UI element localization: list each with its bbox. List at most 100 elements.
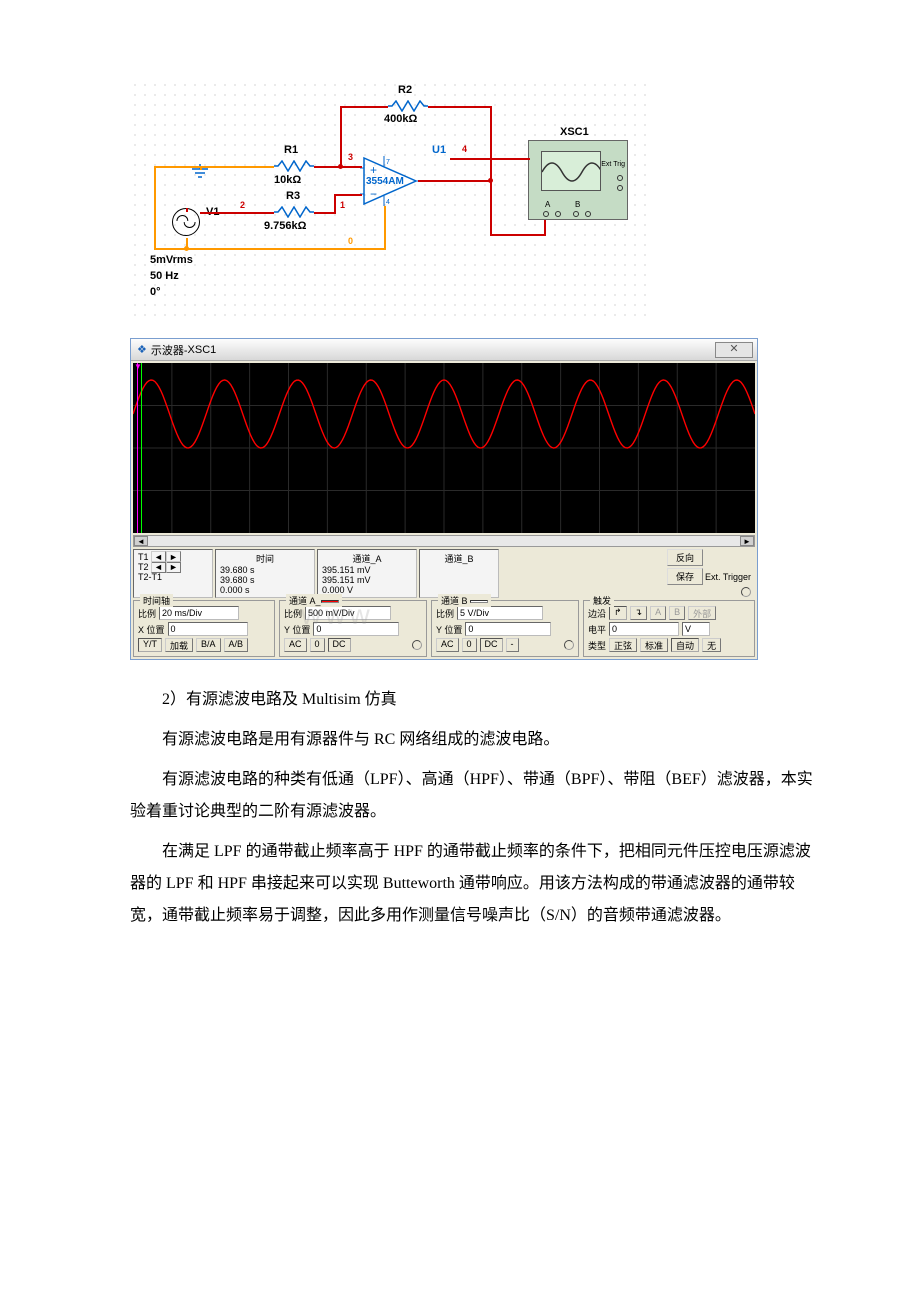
marker-t1: T1: [138, 552, 149, 562]
trig-edge-ext[interactable]: 外部: [688, 606, 716, 620]
xsc1-ext: Ext Trig: [601, 161, 625, 168]
cha-scale-label: 比例: [284, 607, 302, 620]
para-1: 2）有源滤波电路及 Multisim 仿真: [130, 684, 820, 716]
trig-edge-b[interactable]: B: [669, 606, 685, 620]
trig-type-norm[interactable]: 标准: [640, 638, 668, 652]
v1-freq: 50 Hz: [150, 270, 179, 282]
xsc1-porta: A: [545, 200, 550, 209]
v1-phase: 0°: [150, 286, 161, 298]
readout-time-label: 时间: [220, 552, 310, 565]
svg-text:7: 7: [386, 159, 390, 166]
r1-name: R1: [284, 144, 298, 156]
scope-readout: T1 ◄► T2 ◄► T2-T1 时间 39.680 s 39.680 s 0…: [133, 549, 755, 598]
cha-group: 通道 A_ 比例 500 mV/Div Y 位置 0 AC 0 DC: [279, 600, 427, 657]
resistor-r1: [274, 160, 314, 172]
para-3: 有源滤波电路的种类有低通（LPF）、高通（HPF）、带通（BPF）、带阻（BEF…: [130, 764, 820, 828]
tb-scale-input[interactable]: 20 ms/Div: [159, 606, 239, 620]
scroll-right-icon[interactable]: ►: [740, 536, 754, 546]
cha-ac-button[interactable]: AC: [284, 638, 307, 652]
save-button[interactable]: 保存: [667, 568, 703, 585]
tb-btn-load[interactable]: 加载: [165, 638, 193, 652]
chb-0-button[interactable]: 0: [462, 638, 477, 652]
cursor-t1[interactable]: [137, 363, 138, 533]
u1-name: U1: [432, 144, 446, 156]
cha-ypos-label: Y 位置: [284, 623, 310, 636]
svg-text:−: −: [370, 187, 377, 201]
cha-0-button[interactable]: 0: [310, 638, 325, 652]
tb-btn-yt[interactable]: Y/T: [138, 638, 162, 652]
body-text: 2）有源滤波电路及 Multisim 仿真 有源滤波电路是用有源器件与 RC 网…: [130, 684, 820, 932]
para-4: 在满足 LPF 的通带截止频率高于 HPF 的通带截止频率的条件下，把相同元件压…: [130, 836, 820, 932]
scope-graph[interactable]: ▼: [133, 363, 755, 533]
trig-edge-rise[interactable]: ↱: [609, 606, 627, 620]
r1-value: 10kΩ: [274, 174, 301, 186]
r2-value: 400kΩ: [384, 113, 417, 125]
ext-trigger-label: Ext. Trigger: [705, 572, 751, 582]
xsc1-box: Ext Trig A B: [528, 140, 628, 220]
cursor-t2[interactable]: [141, 363, 142, 533]
scope-title-id: XSC1: [188, 344, 217, 356]
chb-group: 通道 B 比例 5 V/Div Y 位置 0 AC 0 DC -: [431, 600, 579, 657]
marker-diff: T2-T1: [138, 572, 208, 582]
trig-type-auto[interactable]: 自动: [671, 638, 699, 652]
chb-dc-button[interactable]: DC: [480, 638, 503, 652]
tb-xpos-input[interactable]: 0: [168, 622, 248, 636]
u1-model: 3554AM: [366, 176, 404, 187]
chb-neg-button[interactable]: -: [506, 638, 519, 652]
cha-ypos-input[interactable]: 0: [313, 622, 399, 636]
trigger-group: 触发 边沿 ↱ ↴ A B 外部 电平 0 V 类型 正弦 标准 自动 无: [583, 600, 755, 657]
trig-type-label: 类型: [588, 639, 606, 652]
tb-scale-label: 比例: [138, 607, 156, 620]
node-3: 3: [348, 152, 353, 162]
readout-cha: 通道_A 395.151 mV 395.151 mV 0.000 V: [317, 549, 417, 598]
node-1: 1: [340, 200, 345, 210]
trig-edge-label: 边沿: [588, 607, 606, 620]
node-0: 0: [348, 236, 353, 246]
xsc1-label: XSC1: [560, 126, 589, 138]
readout-cha-label: 通道_A: [322, 552, 412, 565]
chb-scale-label: 比例: [436, 607, 454, 620]
cha-dc-button[interactable]: DC: [328, 638, 351, 652]
trig-type-none[interactable]: 无: [702, 638, 721, 652]
node-2: 2: [240, 200, 245, 210]
readout-cha-1: 395.151 mV: [322, 575, 412, 585]
scroll-left-icon[interactable]: ◄: [134, 536, 148, 546]
trig-edge-fall[interactable]: ↴: [630, 606, 648, 620]
scope-titlebar[interactable]: ❖ 示波器-XSC1 ✕: [131, 339, 757, 361]
readout-chb: 通道_B: [419, 549, 499, 598]
scope-scrollbar[interactable]: ◄ ►: [133, 535, 755, 547]
trig-edge-a[interactable]: A: [650, 606, 666, 620]
chb-ypos-input[interactable]: 0: [465, 622, 551, 636]
chb-ac-button[interactable]: AC: [436, 638, 459, 652]
cha-scale-input[interactable]: 500 mV/Div: [305, 606, 391, 620]
svg-text:+: +: [370, 163, 377, 177]
cha-legend: 通道 A_: [286, 594, 342, 607]
timebase-group: 时间轴 比例 20 ms/Div X 位置 0 Y/T 加载 B/A A/B: [133, 600, 275, 657]
readout-time: 时间 39.680 s 39.680 s 0.000 s: [215, 549, 315, 598]
readout-markers: T1 ◄► T2 ◄► T2-T1: [133, 549, 213, 598]
marker-t2: T2: [138, 562, 149, 572]
trig-type-sine[interactable]: 正弦: [609, 638, 637, 652]
close-button[interactable]: ✕: [715, 342, 753, 358]
chb-legend: 通道 B: [438, 594, 491, 607]
readout-chb-label: 通道_B: [424, 552, 494, 565]
trig-level-input[interactable]: 0: [609, 622, 679, 636]
r3-name: R3: [286, 190, 300, 202]
readout-cha-0: 395.151 mV: [322, 565, 412, 575]
v1-amp: 5mVrms: [150, 254, 193, 266]
timebase-legend: 时间轴: [140, 594, 173, 607]
trigger-legend: 触发: [590, 594, 614, 607]
tb-btn-ba[interactable]: B/A: [196, 638, 221, 652]
reverse-button[interactable]: 反向: [667, 549, 703, 566]
scope-icon: ❖: [137, 343, 147, 356]
resistor-r3: [274, 206, 314, 218]
trig-level-label: 电平: [588, 623, 606, 636]
node-4: 4: [462, 144, 467, 154]
chb-scale-input[interactable]: 5 V/Div: [457, 606, 543, 620]
tb-xpos-label: X 位置: [138, 623, 165, 636]
readout-time-1: 39.680 s: [220, 575, 310, 585]
tb-btn-ab[interactable]: A/B: [224, 638, 249, 652]
oscilloscope-window: ❖ 示波器-XSC1 ✕ ▼ ◄ ► T1 ◄► T2 ◄► T2-T1 时间 …: [130, 338, 758, 660]
para-2: 有源滤波电路是用有源器件与 RC 网络组成的滤波电路。: [130, 724, 820, 756]
trig-level-unit[interactable]: V: [682, 622, 710, 636]
